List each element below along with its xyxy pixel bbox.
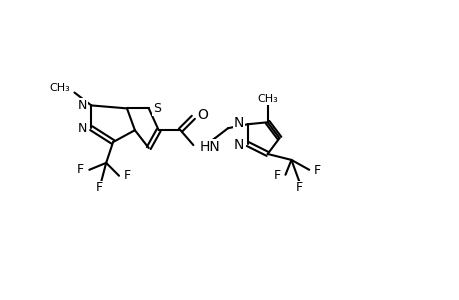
- Text: S: S: [152, 102, 160, 115]
- Text: F: F: [124, 169, 131, 182]
- Text: N: N: [78, 99, 87, 112]
- Text: F: F: [77, 163, 84, 176]
- Text: CH₃: CH₃: [257, 94, 277, 104]
- Text: N: N: [233, 116, 243, 130]
- Text: F: F: [295, 181, 302, 194]
- Text: F: F: [313, 164, 321, 177]
- Text: N: N: [78, 122, 87, 135]
- Text: F: F: [95, 181, 102, 194]
- Text: F: F: [273, 169, 280, 182]
- Text: HN: HN: [199, 140, 219, 154]
- Text: CH₃: CH₃: [50, 82, 70, 93]
- Text: N: N: [233, 138, 243, 152]
- Text: O: O: [197, 108, 208, 122]
